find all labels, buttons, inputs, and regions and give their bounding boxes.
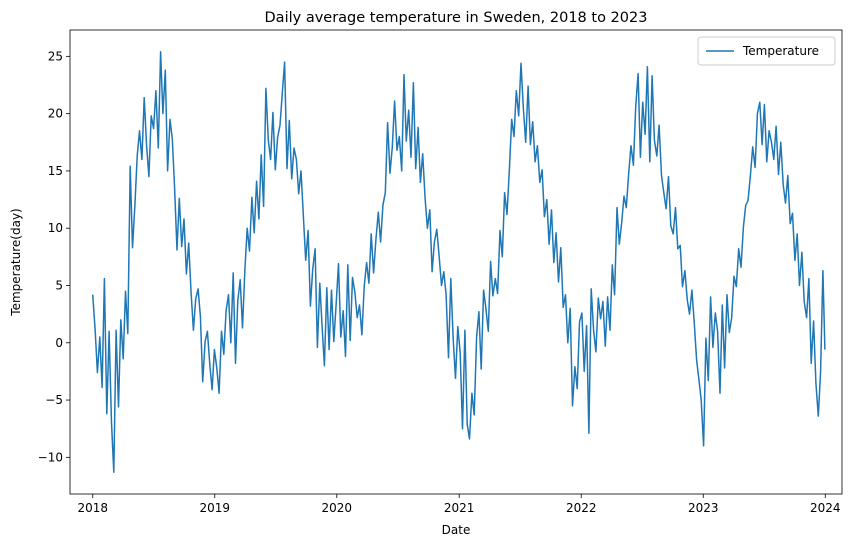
x-tick-label: 2021 — [444, 501, 475, 515]
y-tick-label: 5 — [55, 278, 63, 292]
x-tick-label: 2018 — [77, 501, 108, 515]
y-tick-label: −10 — [38, 450, 63, 464]
x-tick-label: 2022 — [566, 501, 597, 515]
y-tick-label: 0 — [55, 336, 63, 350]
x-tick-label: 2019 — [199, 501, 230, 515]
plot-frame — [69, 29, 843, 495]
y-tick-label: 25 — [48, 49, 63, 63]
x-tick-label: 2024 — [810, 501, 841, 515]
legend-label-temperature: Temperature — [742, 44, 819, 58]
x-axis-label: Date — [442, 523, 471, 537]
y-tick-label: 20 — [48, 107, 63, 121]
y-axis-label: Temperature(day) — [9, 208, 23, 316]
series-line-temperature — [91, 51, 826, 473]
y-axis-ticks: −10 −5 0 5 10 15 20 25 — [38, 49, 70, 464]
y-tick-label: −5 — [45, 393, 63, 407]
plot-area — [91, 51, 826, 473]
legend-box — [697, 36, 836, 66]
x-axis-ticks: 2018 2019 2020 2021 2022 2023 2024 — [77, 494, 841, 515]
y-tick-label: 10 — [48, 221, 63, 235]
y-tick-label: 15 — [48, 164, 63, 178]
x-tick-label: 2023 — [688, 501, 719, 515]
x-tick-label: 2020 — [322, 501, 353, 515]
chart-title: Daily average temperature in Sweden, 201… — [265, 10, 648, 26]
legend: Temperature — [697, 36, 836, 66]
